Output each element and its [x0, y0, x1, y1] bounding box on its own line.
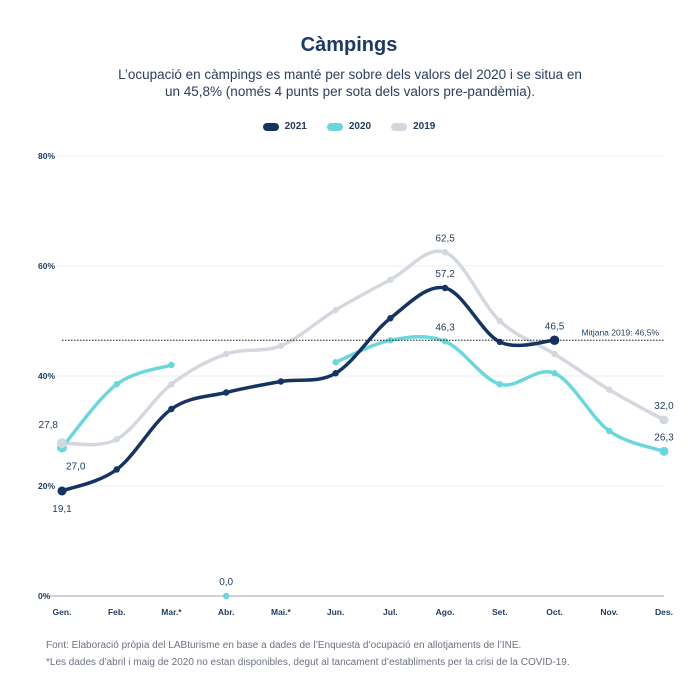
data-point-2019 [222, 350, 230, 358]
data-point-2021 [222, 389, 230, 396]
data-point-2019 [168, 381, 175, 388]
legend-item-2021: 2021 [262, 121, 307, 132]
data-point-2021 [277, 378, 285, 385]
y-tick-label: 80% [38, 151, 55, 161]
source-footnote: Font: Elaboració pròpia del LABturisme e… [46, 640, 522, 651]
data-point-2020 [222, 592, 230, 600]
legend-item-2019: 2019 [391, 121, 435, 132]
legend-label-2019: 2019 [413, 121, 436, 132]
legend: 2021 2020 2019 [0, 121, 698, 132]
endpoint-marker-2021 [57, 486, 67, 496]
data-label: 57,2 [435, 269, 455, 280]
data-point-2021 [113, 466, 120, 473]
x-tick-label: Oct. [546, 607, 563, 617]
data-point-2019 [496, 317, 504, 325]
data-point-2020 [113, 381, 120, 388]
series-line-2019 [60, 249, 666, 447]
data-point-2019 [113, 436, 120, 443]
data-point-2019 [387, 276, 394, 283]
legend-swatch-2019 [391, 122, 408, 131]
y-tick-label: 0% [38, 591, 51, 601]
x-tick-label: Set. [492, 607, 508, 617]
legend-swatch-2021 [262, 122, 279, 131]
x-tick-label: Feb. [108, 607, 125, 617]
data-point-2019 [606, 386, 613, 393]
legend-item-2020: 2020 [326, 121, 372, 132]
chart-title: Càmpings [300, 34, 398, 56]
legend-swatch-2020 [326, 122, 343, 131]
data-label: 27,0 [66, 462, 86, 473]
x-tick-label: Jun. [327, 607, 344, 617]
data-point-2020 [441, 338, 449, 345]
data-point-2020 [551, 370, 558, 377]
series-line-2020 [60, 363, 174, 450]
x-tick-label: Mar.* [161, 607, 182, 617]
data-label: 46,3 [435, 322, 455, 333]
x-tick-label: Jul. [383, 607, 398, 617]
availability-footnote: *Les dades d’abril i maig de 2020 no est… [46, 657, 570, 668]
endpoint-marker-2019 [57, 438, 67, 449]
data-point-2021 [441, 284, 449, 292]
y-tick-label: 60% [38, 261, 55, 271]
data-label: 0,0 [219, 577, 233, 588]
data-point-2019 [277, 342, 285, 349]
endpoint-marker-2020 [659, 446, 669, 456]
data-point-2020 [168, 361, 175, 369]
data-point-2019 [441, 249, 449, 256]
data-label: 27,8 [39, 420, 59, 431]
data-label: 19,1 [52, 504, 72, 515]
legend-label-2020: 2020 [348, 121, 372, 132]
data-label: 32,0 [654, 401, 674, 412]
chart-subtitle: L’ocupació en càmpings es manté per sobr… [118, 67, 582, 99]
data-point-2019 [551, 350, 558, 358]
endpoint-marker-2019 [659, 415, 669, 425]
x-tick-label: Nov. [600, 607, 618, 617]
x-tick-label: Mai.* [271, 607, 292, 617]
data-point-2020 [496, 381, 504, 388]
x-tick-label: Ago. [436, 607, 455, 617]
data-point-2020 [606, 427, 613, 435]
x-tick-label: Gen. [53, 607, 72, 617]
data-point-2020 [332, 359, 339, 366]
series-line-2021 [60, 285, 557, 493]
x-tick-label: Abr. [218, 607, 235, 617]
x-tick-label: Des. [655, 607, 673, 617]
data-point-2021 [496, 338, 504, 346]
data-point-2021 [387, 315, 394, 322]
y-tick-label: 20% [38, 481, 55, 491]
y-tick-label: 40% [38, 371, 55, 381]
data-point-2019 [332, 306, 339, 314]
data-label: 62,5 [435, 233, 455, 244]
data-label: 26,3 [654, 432, 674, 443]
data-label: 46,5 [545, 321, 565, 332]
legend-label-2021: 2021 [284, 121, 307, 132]
reference-line-label: Mitjana 2019: 46,5% [582, 327, 660, 337]
data-point-2021 [332, 370, 339, 377]
data-point-2021 [168, 405, 175, 413]
